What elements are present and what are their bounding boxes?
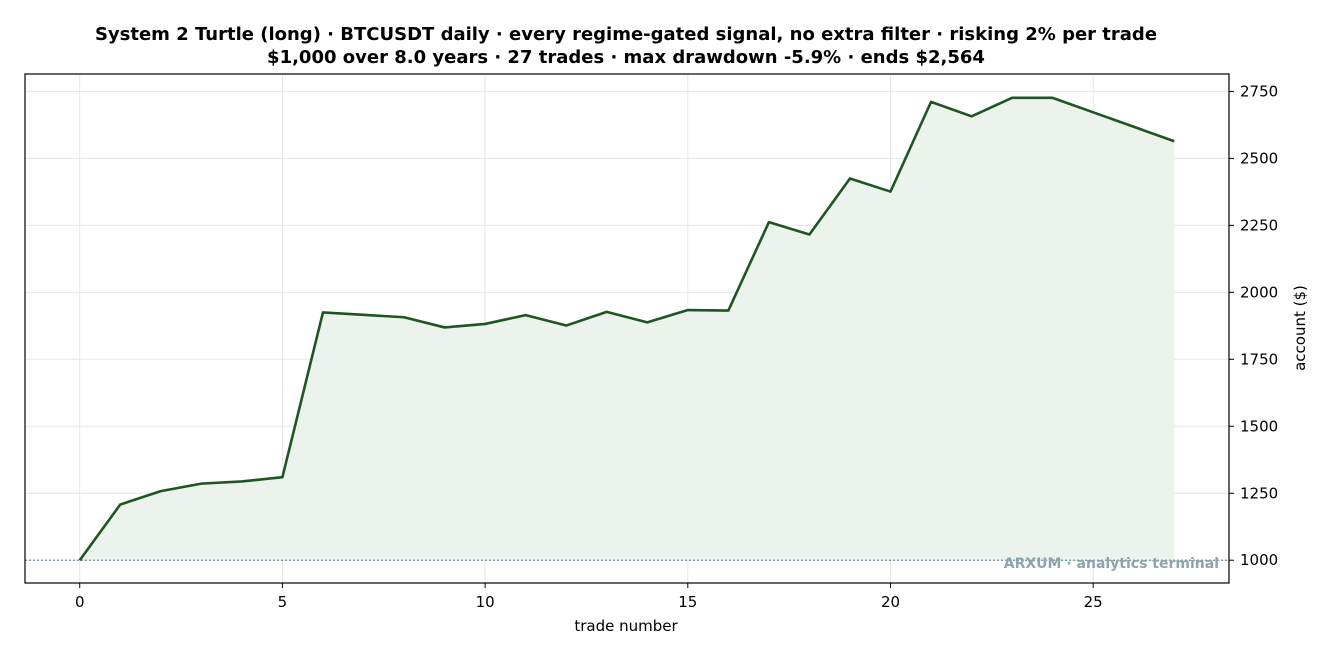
y-tick-label: 2500 xyxy=(1240,149,1278,167)
equity-area-fill xyxy=(79,97,1175,561)
x-axis: 0 5 10 15 20 25 xyxy=(75,583,1103,611)
y-axis-label: account ($) xyxy=(1291,285,1309,371)
x-tick-label: 20 xyxy=(881,593,900,611)
y-tick-label: 2750 xyxy=(1240,82,1278,100)
x-tick-label: 10 xyxy=(476,593,495,611)
y-tick-label: 1000 xyxy=(1240,551,1278,569)
y-tick-label: 2000 xyxy=(1240,283,1278,301)
x-tick-label: 25 xyxy=(1084,593,1103,611)
x-tick-label: 15 xyxy=(678,593,697,611)
y-tick-label: 1250 xyxy=(1240,484,1278,502)
y-axis: 1000 1250 1500 1750 2000 2250 2500 2750 xyxy=(1229,82,1278,569)
y-tick-label: 2250 xyxy=(1240,216,1278,234)
x-tick-label: 0 xyxy=(75,593,85,611)
equity-line xyxy=(78,96,1175,561)
watermark: ARXUM · analytics terminal xyxy=(1004,556,1219,572)
x-axis-label: trade number xyxy=(574,617,678,635)
y-tick-label: 1750 xyxy=(1240,350,1278,368)
plot-area xyxy=(25,96,1229,561)
plot-frame xyxy=(24,73,1230,584)
chart-subtitle: $1,000 over 8.0 years · 27 trades · max … xyxy=(267,47,985,68)
x-tick-label: 5 xyxy=(278,593,288,611)
chart-title: System 2 Turtle (long) · BTCUSDT daily ·… xyxy=(95,24,1157,45)
y-tick-label: 1500 xyxy=(1240,417,1278,435)
